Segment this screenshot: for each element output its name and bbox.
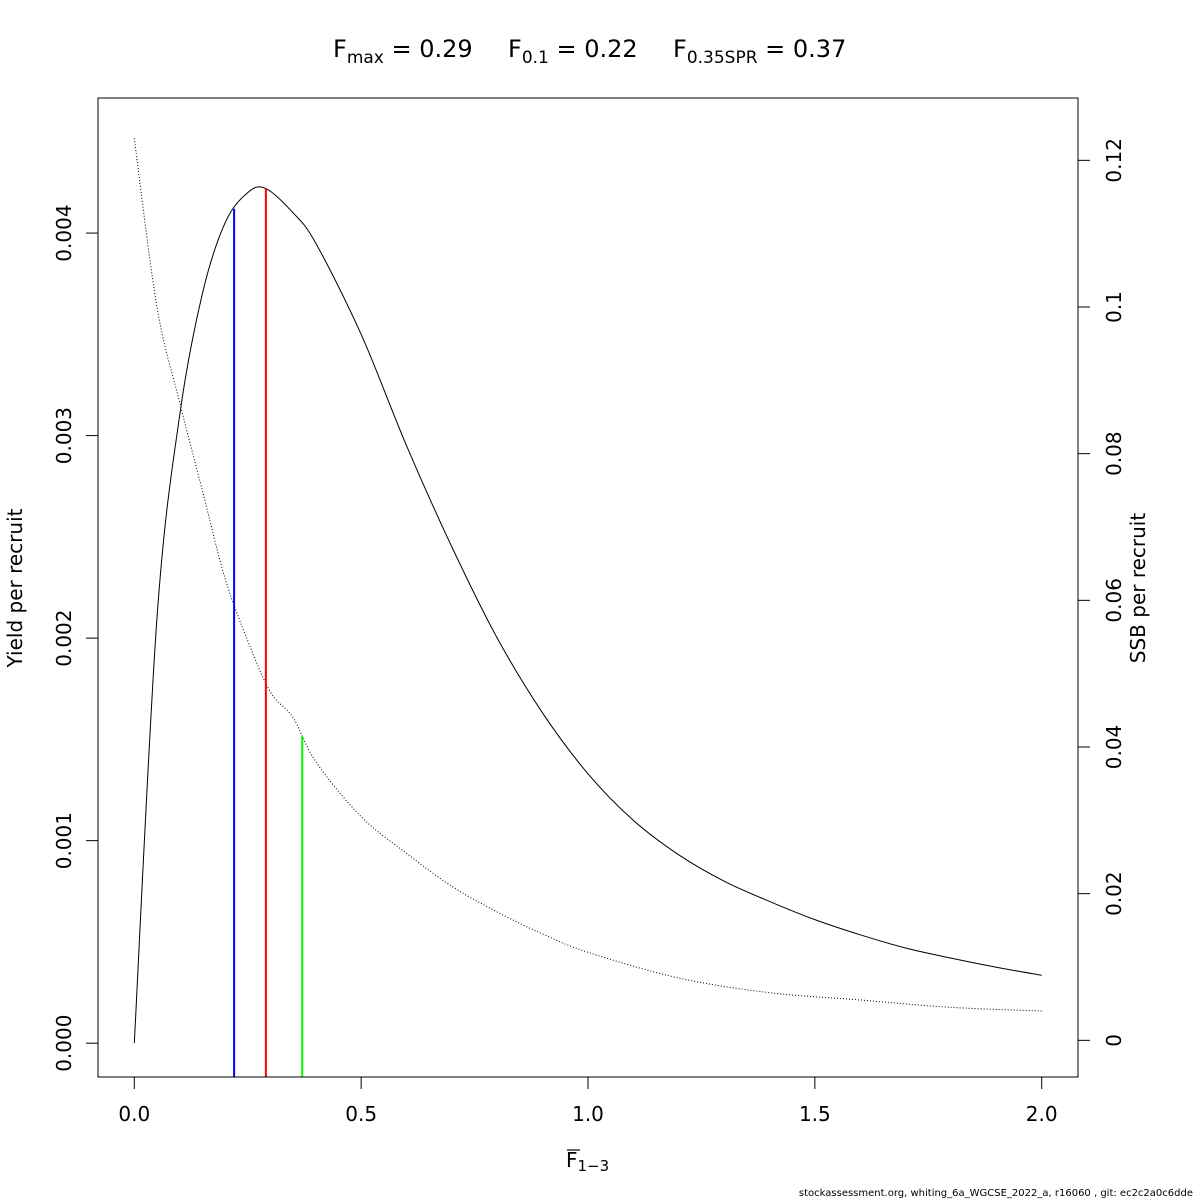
y2-tick-label: 0.04 xyxy=(1102,725,1126,770)
y2-tick-label: 0.1 xyxy=(1102,291,1126,323)
y-tick-label: 0.004 xyxy=(52,204,76,261)
svg-text:F1−3: F1−3 xyxy=(566,1148,609,1175)
y2-tick-label: 0.08 xyxy=(1102,431,1126,476)
title-fspr: F0.35SPR = 0.37 xyxy=(673,35,846,68)
y2-tick-label: 0.06 xyxy=(1102,578,1126,623)
footer-credit: stockassessment.org, whiting_6a_WGCSE_20… xyxy=(799,1188,1193,1199)
reference-lines xyxy=(233,188,304,1077)
ssb-per-recruit-line xyxy=(133,138,1042,1012)
y-tick-label: 0.000 xyxy=(52,1015,76,1072)
y-axis-label-left: Yield per recruit xyxy=(3,508,27,668)
x-axis-label: F1−3 xyxy=(566,1148,609,1175)
series-layer xyxy=(133,138,1042,1044)
plot-frame xyxy=(97,97,1079,1078)
x-tick-label: 0.5 xyxy=(345,1102,377,1126)
x-axis: 0.0 0.5 1.0 1.5 2.0 xyxy=(118,1076,1058,1126)
y-tick-label: 0.001 xyxy=(52,812,76,869)
yield-per-recruit-line xyxy=(133,186,1042,1044)
x-tick-label: 0.0 xyxy=(118,1102,150,1126)
y-tick-label: 0.002 xyxy=(52,609,76,666)
title-f01: F0.1 = 0.22 xyxy=(508,35,638,68)
y2-tick-label: 0.02 xyxy=(1102,871,1126,916)
y-axis-left: 0.000 0.001 0.002 0.003 0.004 xyxy=(52,204,99,1072)
y-axis-right: 0 0.02 0.04 0.06 0.08 0.1 0.12 xyxy=(1077,138,1126,1047)
y-axis-label-right: SSB per recruit xyxy=(1126,513,1150,664)
y2-tick-label: 0.12 xyxy=(1102,138,1126,183)
y-tick-label: 0.003 xyxy=(52,407,76,464)
x-tick-label: 2.0 xyxy=(1026,1102,1058,1126)
title-fmax: Fmax = 0.29 xyxy=(333,35,473,68)
chart-title: Fmax = 0.29 F0.1 = 0.22 F0.35SPR = 0.37 xyxy=(333,35,846,68)
x-tick-label: 1.5 xyxy=(799,1102,831,1126)
x-tick-label: 1.0 xyxy=(572,1102,604,1126)
y2-tick-label: 0 xyxy=(1102,1034,1126,1047)
